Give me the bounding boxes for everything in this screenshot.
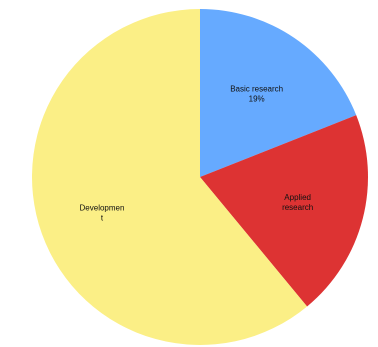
- slice-label-2-line-0: Developmen: [80, 203, 125, 212]
- slice-label-1: Applied research: [282, 193, 313, 212]
- pie-slice-1: [200, 115, 368, 307]
- slice-label-1-line-0: Applied: [284, 193, 311, 202]
- slice-label-1-line-1: research: [282, 203, 313, 212]
- pie-slice-0: [200, 9, 357, 177]
- pie-labels: Basic research 19% Applied research Developm…: [80, 85, 314, 223]
- slice-label-2-line-1: t: [101, 213, 104, 222]
- pie-slices: [31, 9, 368, 345]
- slice-label-2: Developmen t: [80, 203, 125, 222]
- slice-label-0: Basic research 19%: [230, 85, 283, 104]
- slice-label-0-line-0: Basic research: [230, 85, 283, 94]
- pie-slice-2: [31, 9, 308, 345]
- slice-label-0-line-1: 19%: [249, 95, 265, 104]
